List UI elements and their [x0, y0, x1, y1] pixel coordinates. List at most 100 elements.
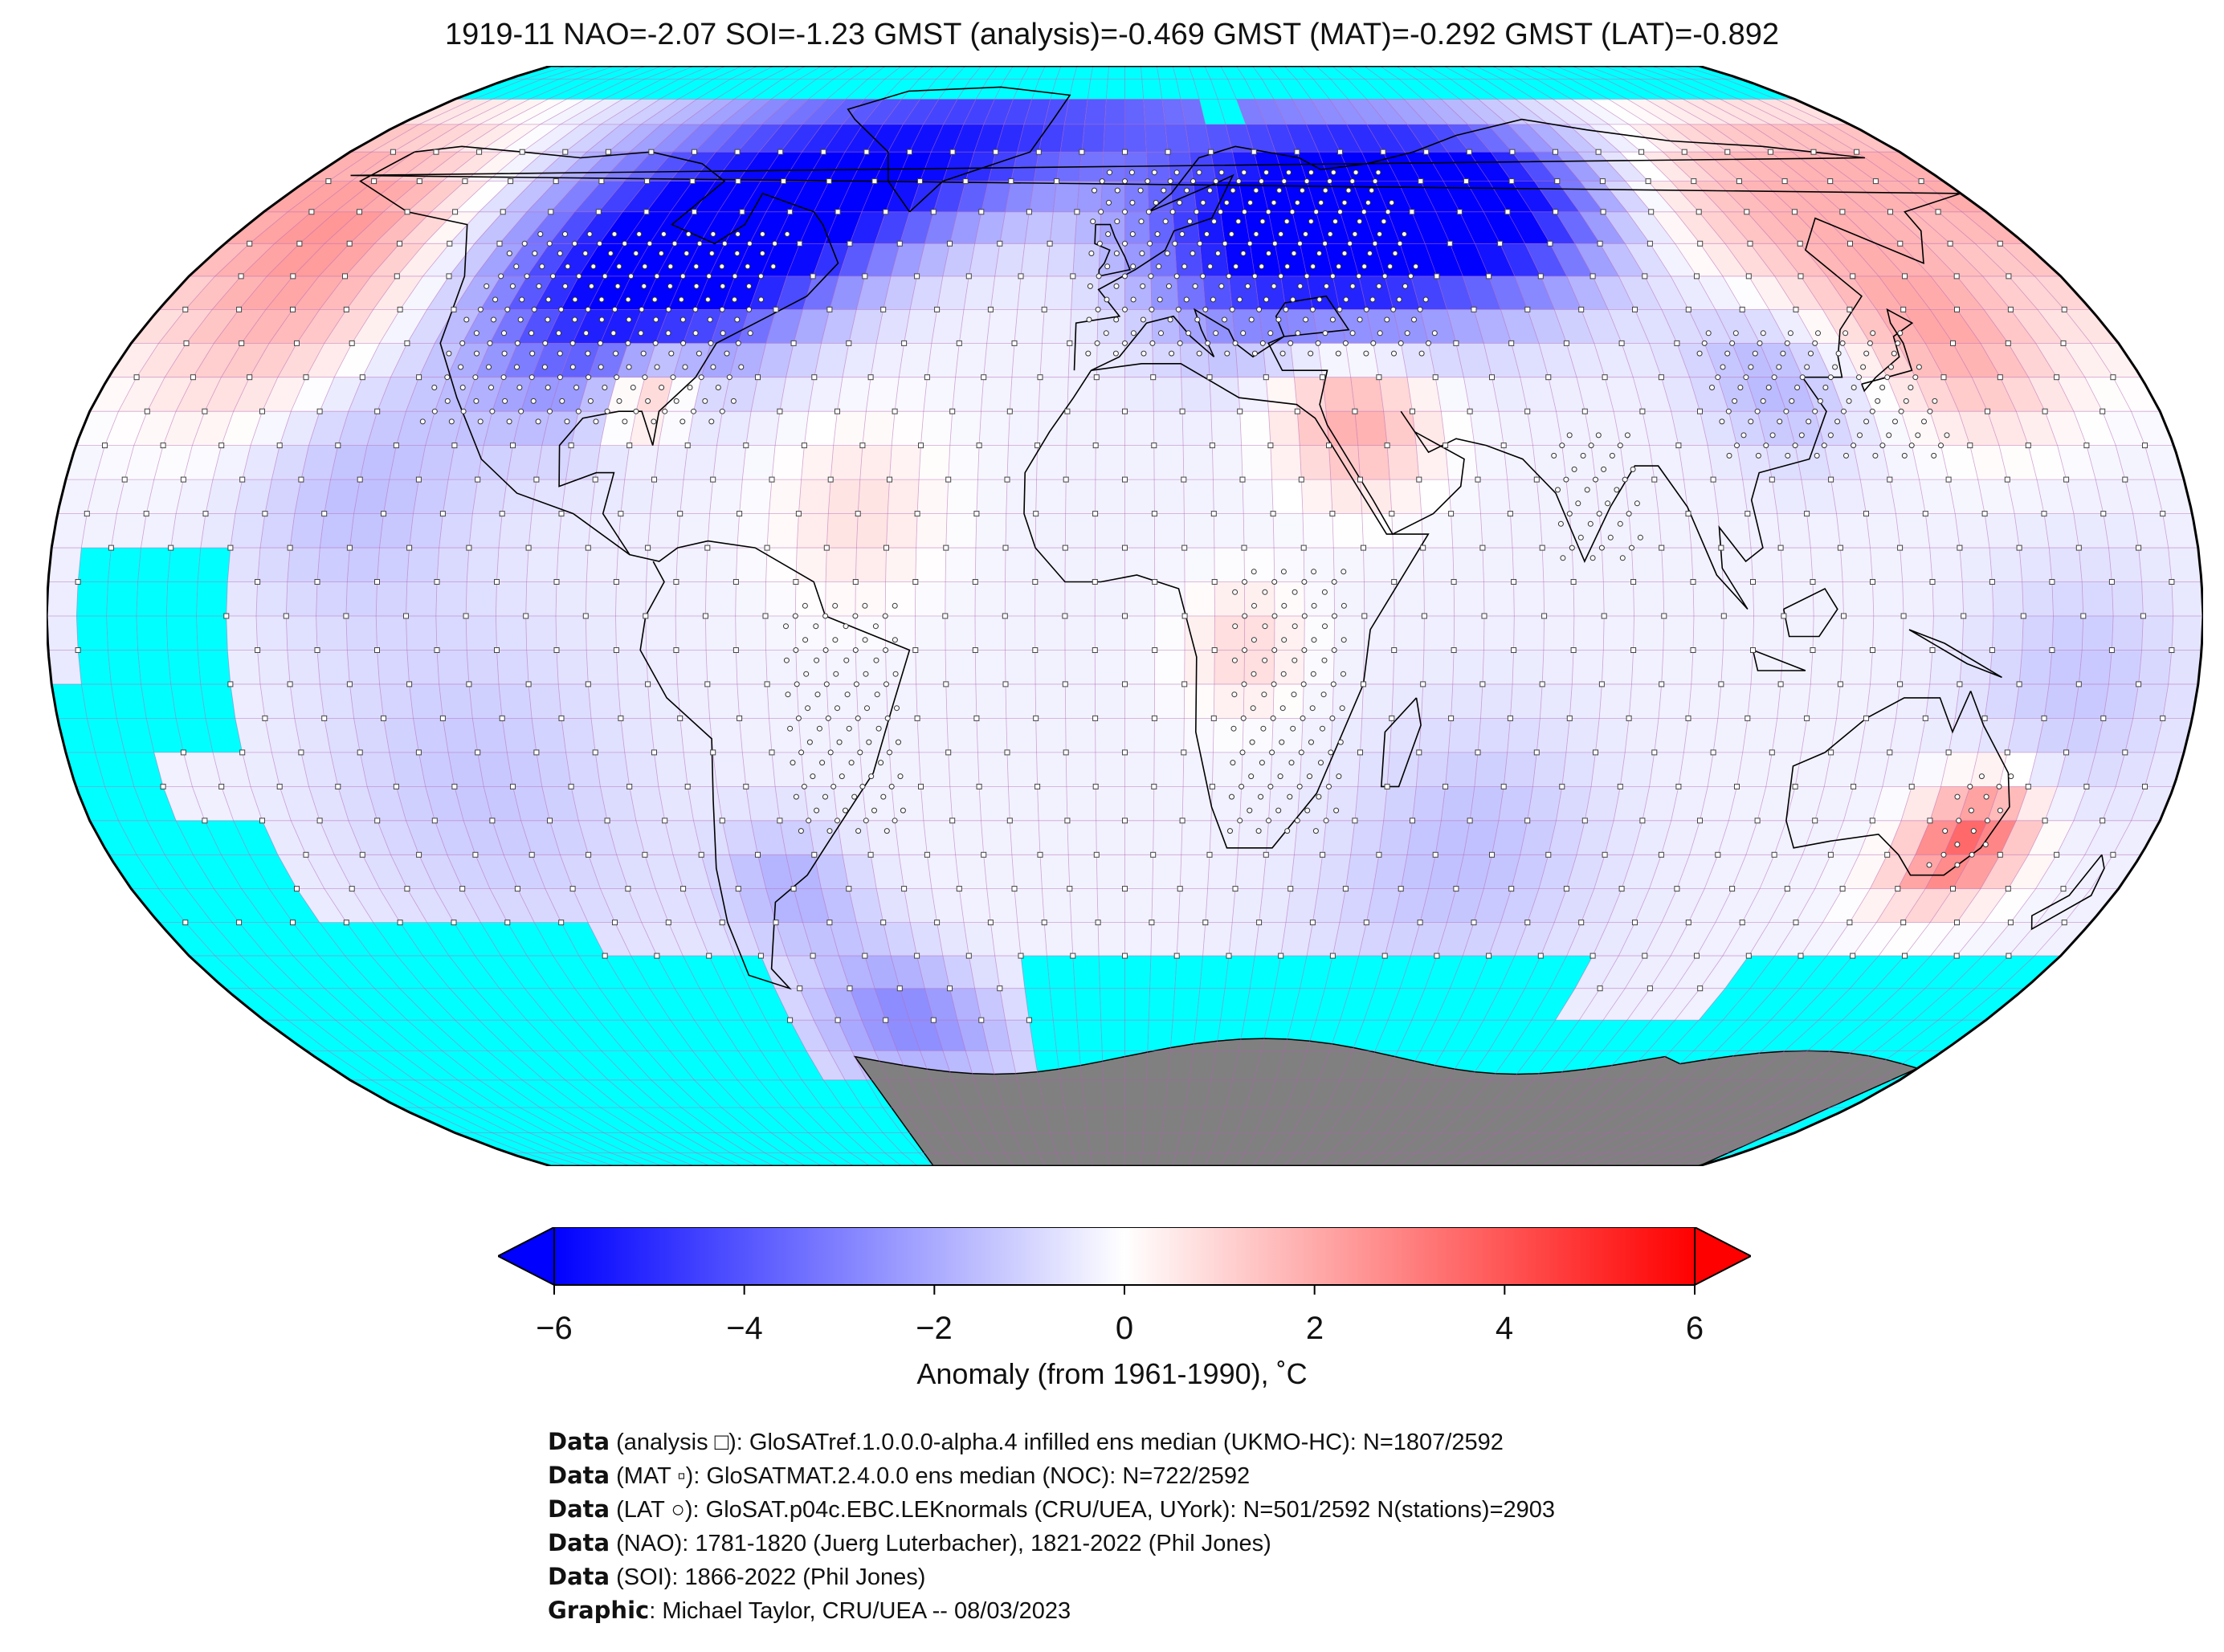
anomaly-cell	[742, 181, 784, 212]
anomaly-cell	[1393, 888, 1429, 923]
lat-station-marker	[1555, 487, 1561, 493]
anomaly-cell	[864, 956, 900, 989]
lat-station-marker	[1575, 500, 1581, 507]
mat-marker	[533, 476, 540, 483]
anomaly-cell	[848, 888, 883, 923]
anomaly-cell	[706, 548, 737, 582]
anomaly-cell	[1183, 445, 1214, 480]
mat-marker	[1237, 408, 1243, 414]
anomaly-cell	[876, 888, 911, 923]
anomaly-cell	[675, 650, 708, 684]
lat-station-marker	[1954, 842, 1961, 847]
lat-station-marker	[572, 316, 578, 323]
anomaly-cell	[1620, 752, 1655, 787]
anomaly-cell	[651, 124, 702, 153]
mat-marker	[764, 681, 770, 687]
no-data-cell	[1375, 1020, 1412, 1051]
anomaly-cell	[1649, 445, 1684, 480]
anomaly-cell	[718, 181, 761, 212]
lat-station-marker	[826, 828, 833, 834]
no-data-cell	[601, 1050, 651, 1080]
anomaly-cell	[709, 718, 743, 753]
anomaly-cell	[767, 683, 799, 719]
anomaly-cell	[1810, 124, 1879, 153]
mat-marker	[1797, 240, 1803, 247]
mat-marker	[238, 273, 244, 279]
anomaly-cell	[1504, 445, 1537, 480]
no-data-cell	[1775, 956, 1827, 989]
mat-marker	[987, 920, 994, 926]
anomaly-cell	[774, 211, 814, 244]
anomaly-cell	[2008, 855, 2057, 889]
anomaly-cell	[1326, 411, 1358, 446]
lat-station-marker	[1401, 231, 1407, 237]
no-data-cell	[1332, 66, 1365, 80]
lat-station-marker	[1872, 452, 1879, 459]
lat-station-marker	[665, 330, 671, 337]
lat-station-marker	[880, 793, 887, 800]
anomaly-cell	[376, 581, 407, 616]
no-data-cell	[715, 1132, 765, 1153]
lat-station-marker	[1295, 330, 1301, 337]
mat-marker	[1391, 579, 1398, 585]
lat-station-marker	[1157, 296, 1163, 303]
mat-marker	[1122, 818, 1128, 824]
no-data-cell	[510, 79, 577, 100]
lat-station-marker	[1327, 178, 1332, 185]
mat-marker	[1062, 681, 1068, 687]
anomaly-cell	[1659, 513, 1691, 549]
no-data-cell	[479, 1107, 549, 1133]
lat-station-marker	[1281, 178, 1287, 185]
mat-marker	[548, 209, 554, 215]
no-data-cell	[288, 1020, 352, 1051]
no-data-cell	[1284, 66, 1314, 80]
lat-station-marker	[1190, 251, 1196, 256]
lat-station-marker	[1251, 671, 1257, 677]
mat-marker	[1376, 374, 1382, 381]
mat-marker	[1037, 374, 1043, 381]
anomaly-cell	[1802, 820, 1844, 855]
mat-marker	[1326, 443, 1332, 449]
no-data-cell	[221, 855, 270, 889]
no-data-cell	[503, 1020, 557, 1051]
mat-marker	[1674, 340, 1680, 346]
mat-marker	[218, 783, 225, 789]
mat-marker	[298, 749, 304, 756]
no-data-cell	[594, 66, 647, 80]
mat-marker	[1724, 149, 1731, 155]
anomaly-cell	[862, 411, 896, 446]
anomaly-cell	[1802, 377, 1844, 412]
anomaly-cell	[2049, 548, 2083, 582]
lat-station-marker	[720, 283, 726, 289]
mat-marker	[1475, 749, 1481, 756]
anomaly-cell	[1650, 956, 1697, 989]
anomaly-cells	[47, 99, 2203, 1080]
anomaly-cell	[1757, 99, 1831, 124]
no-data-cell	[1673, 79, 1740, 100]
no-data-cell	[414, 1079, 480, 1108]
mat-marker	[1804, 715, 1810, 721]
lat-station-marker	[576, 273, 582, 279]
anomaly-cell	[885, 650, 916, 684]
no-data-cell	[1433, 79, 1479, 100]
mat-marker	[1887, 476, 1893, 483]
lat-station-marker	[1267, 783, 1274, 789]
mat-marker	[562, 149, 569, 155]
map-outline	[45, 64, 2205, 1168]
lat-station-marker	[1349, 330, 1356, 337]
lat-station-marker	[1231, 657, 1238, 663]
anomaly-cell	[409, 683, 443, 719]
anomaly-cell	[1534, 99, 1589, 124]
mat-marker	[1420, 545, 1426, 551]
mat-marker	[499, 511, 505, 517]
mat-marker	[997, 240, 1003, 247]
mat-marker	[743, 443, 749, 449]
lat-station-marker	[1938, 443, 1944, 449]
lat-station-marker	[431, 408, 438, 414]
mat-marker	[1524, 306, 1531, 312]
no-data-cell	[1524, 956, 1567, 989]
lat-station-marker	[598, 296, 605, 303]
no-data-cell	[610, 1152, 663, 1166]
lat-station-marker	[1158, 330, 1164, 337]
anomaly-cell	[933, 181, 966, 212]
